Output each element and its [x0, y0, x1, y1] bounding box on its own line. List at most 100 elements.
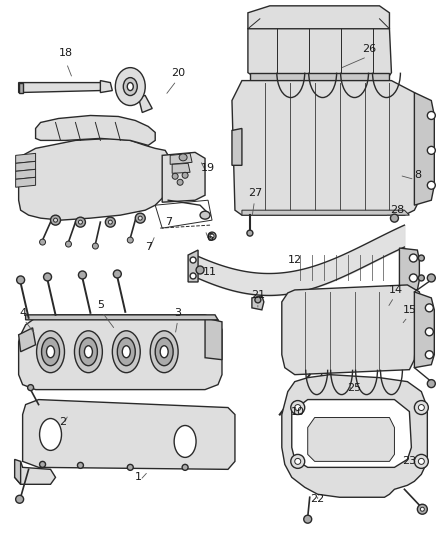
Ellipse shape: [174, 425, 196, 457]
Circle shape: [255, 297, 261, 303]
Text: 7: 7: [145, 242, 152, 252]
Polygon shape: [170, 154, 192, 164]
Text: 6: 6: [207, 233, 214, 243]
Circle shape: [427, 111, 435, 119]
Polygon shape: [248, 13, 392, 80]
Text: 26: 26: [363, 44, 377, 54]
Polygon shape: [100, 80, 112, 93]
Text: 19: 19: [201, 163, 215, 173]
Circle shape: [427, 274, 435, 282]
Circle shape: [295, 405, 301, 410]
Polygon shape: [248, 6, 389, 29]
Circle shape: [427, 147, 435, 155]
Circle shape: [418, 458, 424, 464]
Circle shape: [17, 276, 25, 284]
Circle shape: [16, 495, 24, 503]
Polygon shape: [282, 285, 421, 375]
Polygon shape: [16, 154, 35, 163]
Polygon shape: [16, 177, 35, 187]
Text: 28: 28: [390, 205, 405, 215]
Circle shape: [78, 462, 83, 469]
Polygon shape: [250, 72, 389, 80]
Circle shape: [247, 230, 253, 236]
Text: 27: 27: [248, 188, 262, 198]
Circle shape: [182, 464, 188, 470]
Circle shape: [190, 257, 196, 263]
Polygon shape: [252, 296, 264, 310]
Circle shape: [138, 216, 142, 220]
Ellipse shape: [155, 338, 173, 366]
Polygon shape: [23, 400, 235, 470]
Circle shape: [414, 455, 428, 469]
Polygon shape: [282, 375, 427, 497]
Polygon shape: [242, 210, 410, 215]
Polygon shape: [25, 315, 218, 320]
Ellipse shape: [112, 331, 140, 373]
Circle shape: [418, 255, 424, 261]
Polygon shape: [399, 248, 419, 290]
Circle shape: [39, 239, 46, 245]
Circle shape: [210, 234, 214, 238]
Circle shape: [425, 304, 433, 312]
Circle shape: [28, 385, 34, 391]
Circle shape: [427, 181, 435, 189]
Polygon shape: [14, 459, 21, 484]
Ellipse shape: [179, 154, 187, 161]
Circle shape: [295, 458, 301, 464]
Circle shape: [39, 462, 46, 467]
Polygon shape: [19, 83, 23, 93]
Circle shape: [418, 275, 424, 281]
Circle shape: [291, 455, 305, 469]
Polygon shape: [19, 83, 102, 93]
Circle shape: [196, 266, 204, 274]
Text: 20: 20: [171, 68, 185, 78]
Polygon shape: [188, 250, 198, 282]
Polygon shape: [172, 163, 190, 173]
Text: 25: 25: [347, 383, 362, 393]
Circle shape: [50, 215, 60, 225]
Text: 7: 7: [165, 217, 172, 227]
Polygon shape: [138, 95, 152, 112]
Text: 14: 14: [389, 285, 403, 295]
Circle shape: [53, 218, 57, 222]
Circle shape: [172, 173, 178, 179]
Ellipse shape: [74, 331, 102, 373]
Text: 11: 11: [203, 267, 217, 277]
Ellipse shape: [42, 338, 60, 366]
Polygon shape: [19, 315, 222, 390]
Text: 5: 5: [97, 300, 104, 310]
Circle shape: [78, 271, 86, 279]
Circle shape: [182, 172, 188, 178]
Ellipse shape: [39, 418, 61, 450]
Ellipse shape: [127, 83, 133, 91]
Circle shape: [414, 401, 428, 415]
Polygon shape: [14, 462, 56, 484]
Polygon shape: [292, 400, 411, 467]
Polygon shape: [414, 292, 434, 368]
Polygon shape: [205, 318, 222, 360]
Circle shape: [127, 237, 133, 243]
Circle shape: [127, 464, 133, 470]
Polygon shape: [16, 169, 35, 179]
Ellipse shape: [117, 338, 135, 366]
Polygon shape: [16, 161, 35, 171]
Circle shape: [427, 379, 435, 387]
Circle shape: [425, 328, 433, 336]
Circle shape: [425, 351, 433, 359]
Circle shape: [420, 507, 424, 511]
Ellipse shape: [160, 346, 168, 358]
Ellipse shape: [122, 346, 130, 358]
Text: 15: 15: [403, 305, 417, 315]
Text: 21: 21: [251, 290, 265, 300]
Circle shape: [190, 273, 196, 279]
Circle shape: [177, 179, 183, 185]
Text: 12: 12: [288, 255, 302, 265]
Ellipse shape: [46, 346, 54, 358]
Circle shape: [410, 274, 417, 282]
Text: 22: 22: [311, 494, 325, 504]
Text: 18: 18: [58, 47, 73, 58]
Polygon shape: [19, 328, 35, 352]
Text: 23: 23: [403, 456, 417, 466]
Ellipse shape: [79, 338, 97, 366]
Polygon shape: [162, 152, 205, 202]
